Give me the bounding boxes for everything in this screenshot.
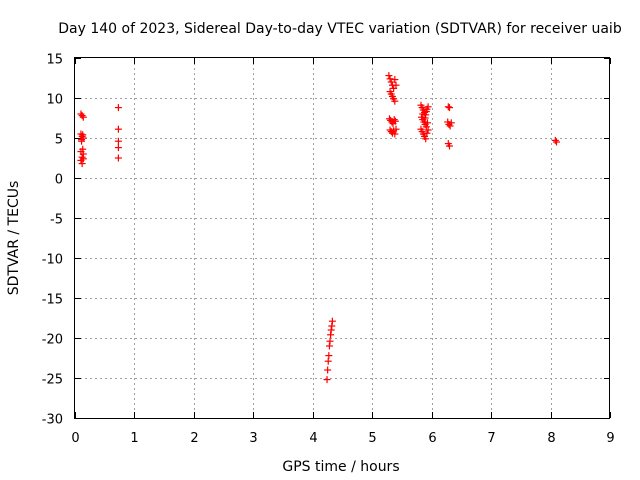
data-point (386, 75, 394, 83)
data-point (78, 160, 86, 168)
data-point (553, 138, 560, 146)
data-point (422, 108, 430, 116)
y-tick-label: -5 (50, 213, 63, 228)
data-point (78, 112, 86, 120)
y-tick-label: 15 (46, 53, 63, 68)
data-point (79, 131, 87, 139)
data-point (446, 104, 453, 112)
data-point (424, 119, 432, 127)
data-point (391, 76, 399, 84)
data-point (328, 317, 336, 325)
data-point (423, 129, 431, 137)
x-tick-label: 8 (547, 431, 555, 446)
data-point (447, 119, 455, 127)
grid-layer (75, 58, 610, 418)
x-axis-title: GPS time / hours (282, 459, 399, 475)
data-point (391, 97, 399, 105)
data-point (424, 103, 432, 111)
x-tick-label: 0 (71, 431, 79, 446)
data-point (391, 117, 399, 125)
data-point (392, 125, 400, 133)
x-tick-label: 3 (249, 431, 257, 446)
data-point (325, 352, 333, 360)
y-tick-label: 10 (46, 93, 63, 108)
y-tick-label: -25 (42, 373, 63, 388)
data-point (392, 81, 400, 89)
data-point (419, 110, 427, 118)
plot-frame (74, 57, 610, 419)
data-point (421, 114, 429, 122)
y-axis-title: SDTVAR / TECUs (6, 181, 22, 296)
data-point (385, 72, 393, 80)
data-point (324, 366, 332, 374)
data-point (390, 116, 398, 124)
data-point (79, 113, 87, 121)
data-point (114, 144, 122, 152)
data-point (79, 155, 87, 163)
x-tick-label: 2 (190, 431, 198, 446)
y-tick-label: -20 (42, 333, 63, 348)
y-tick-label: 0 (55, 173, 63, 188)
y-tick-label: -30 (42, 413, 63, 428)
data-point (114, 104, 122, 112)
x-tick-label: 4 (309, 431, 317, 446)
chart-title: Day 140 of 2023, Sidereal Day-to-day VTE… (58, 21, 622, 37)
x-tick-label: 5 (368, 431, 376, 446)
data-point (78, 153, 86, 161)
data-point (446, 142, 453, 150)
x-tick-label: 1 (130, 431, 138, 446)
data-point (387, 78, 395, 86)
y-tick-label: -10 (42, 253, 63, 268)
data-point (78, 136, 86, 144)
y-tick-label: 5 (55, 133, 63, 148)
data-point (391, 130, 399, 138)
data-point (114, 154, 122, 162)
data-point (444, 103, 452, 111)
y-tick-label: -15 (42, 293, 63, 308)
data-point (424, 126, 432, 134)
x-tick-label: 6 (428, 431, 436, 446)
data-point (551, 136, 559, 144)
data-point (323, 376, 331, 384)
data-point (114, 125, 122, 133)
data-point (446, 122, 454, 130)
data-point (114, 137, 122, 145)
x-tick-label: 7 (487, 431, 495, 446)
x-tick-label: 9 (606, 431, 614, 446)
data-point (326, 337, 334, 345)
data-points-layer (77, 72, 560, 384)
data-point (422, 135, 430, 143)
tick-layer: 0 1 2 3 4 5 6 7 8 9 -30 -25 -20 -15 -10 -5 0 5 10 15 (42, 53, 615, 447)
